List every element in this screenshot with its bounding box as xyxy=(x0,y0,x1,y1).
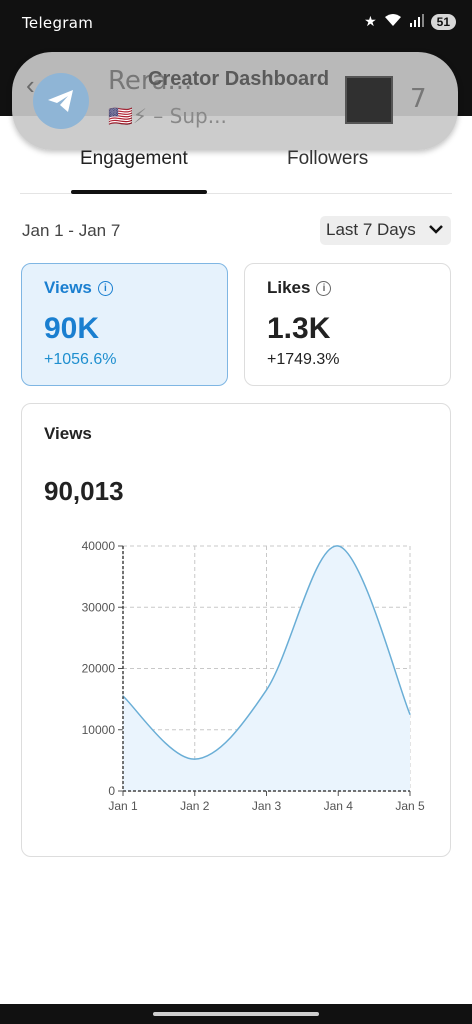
likes-card-header: Likes i xyxy=(267,278,332,298)
channel-thumbnail[interactable] xyxy=(345,76,393,124)
period-dropdown-value: Last 7 Days xyxy=(326,220,416,239)
views-area-chart: 0 10000 20000 30000 40000 Jan 1 Jan 2 Jan 3 Jan … xyxy=(82,539,425,813)
unread-count: 7 xyxy=(410,84,427,114)
info-icon[interactable]: i xyxy=(97,280,113,296)
likes-card-change: +1749.3% xyxy=(267,351,340,368)
likes-card-label: Likes xyxy=(267,278,311,297)
series-line xyxy=(122,545,411,760)
data-point xyxy=(337,545,339,547)
info-icon[interactable]: i xyxy=(316,280,332,296)
y-tick-label: 40000 xyxy=(82,539,116,553)
telegram-plane-icon xyxy=(48,90,73,112)
page-title: Creator Dashboard xyxy=(148,68,330,90)
navigation-bar xyxy=(0,1004,472,1024)
data-point xyxy=(122,695,124,697)
tab-followers[interactable]: Followers xyxy=(287,148,369,169)
signal-icon xyxy=(409,13,425,30)
tab-bar: Engagement Followers xyxy=(20,144,452,194)
y-tick-label: 10000 xyxy=(82,723,116,737)
views-card-header: Views i xyxy=(44,278,113,298)
battery-indicator: 51 xyxy=(430,13,456,30)
channel-name: Rerа... xyxy=(108,66,193,96)
x-tick-label: Jan 2 xyxy=(180,799,210,813)
area-fill xyxy=(123,545,410,791)
active-tab-indicator xyxy=(71,190,207,194)
telegram-avatar[interactable] xyxy=(33,73,89,129)
date-range-label: Jan 1 - Jan 7 xyxy=(22,221,121,240)
x-tick-label: Jan 1 xyxy=(108,799,138,813)
status-app-name: Telegram xyxy=(22,14,94,32)
views-card-label: Views xyxy=(44,278,92,297)
likes-card[interactable]: Likes i 1.3K +1749.3% xyxy=(244,263,451,386)
status-bar: Telegram ★ 51 xyxy=(0,0,472,48)
views-card-value: 90K xyxy=(44,312,100,345)
channel-subtitle: 🇺🇸⚡ – Sup... xyxy=(108,104,227,128)
star-icon: ★ xyxy=(364,13,377,29)
tab-engagement[interactable]: Engagement xyxy=(80,148,188,169)
back-arrow-icon[interactable]: ‹ xyxy=(26,70,35,100)
home-handle[interactable] xyxy=(153,1012,319,1016)
views-chart-card: Views 90,013 0 10000 20000 30000 40000 Jan 1 J… xyxy=(21,403,451,857)
x-tick-label: Jan 4 xyxy=(324,799,354,813)
wifi-icon xyxy=(383,12,403,31)
y-tick-label: 30000 xyxy=(82,600,116,614)
data-point xyxy=(194,758,196,760)
x-tick-label: Jan 3 xyxy=(252,799,282,813)
y-tick-label: 20000 xyxy=(82,662,116,676)
data-point xyxy=(409,713,411,715)
x-tick-label: Jan 5 xyxy=(395,799,425,813)
period-dropdown[interactable]: Last 7 Days xyxy=(320,216,451,245)
likes-card-value: 1.3K xyxy=(267,312,331,345)
y-tick-label: 0 xyxy=(108,784,115,798)
chevron-down-icon xyxy=(429,225,443,234)
chart-title: Views xyxy=(44,424,92,443)
views-card[interactable]: Views i 90K +1056.6% xyxy=(21,263,228,386)
data-point xyxy=(266,689,267,691)
status-icons: ★ 51 xyxy=(364,12,456,31)
views-card-change: +1056.6% xyxy=(44,351,117,368)
chart-total: 90,013 xyxy=(44,476,124,506)
